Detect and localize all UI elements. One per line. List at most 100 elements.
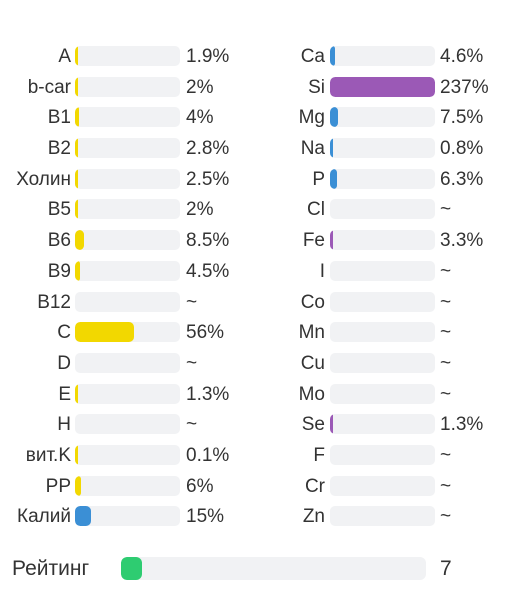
nutrient-bar-fill — [75, 230, 84, 251]
nutrient-value: ~ — [186, 352, 198, 374]
nutrient-bar-track — [75, 260, 180, 281]
nutrient-bar-track — [75, 76, 180, 97]
nutrient-label: Холин — [16, 168, 71, 190]
nutrient-bar-track — [330, 138, 435, 159]
nutrient-label: A — [58, 46, 71, 67]
nutrient-bar-track — [330, 107, 435, 128]
nutrient-bar-fill — [330, 138, 333, 159]
nutrient-bar-track — [75, 199, 180, 220]
nutrient-bar-fill — [75, 260, 80, 281]
nutrient-label: D — [57, 352, 71, 374]
nutrient-bar-track — [75, 291, 180, 312]
nutrient-bar-fill — [330, 168, 337, 189]
nutrient-bar-track — [330, 199, 435, 220]
nutrient-label: B5 — [47, 199, 71, 221]
nutrient-label: Калий — [17, 506, 71, 528]
nutrient-label: H — [57, 414, 71, 436]
nutrient-value: 0.8% — [440, 138, 484, 160]
nutrient-label: P — [312, 168, 325, 190]
rating-row: Рейтинг 7 — [0, 552, 515, 586]
nutrient-label: Co — [300, 291, 325, 313]
nutrient-value: ~ — [440, 352, 452, 374]
nutrient-value: 2% — [186, 199, 214, 221]
nutrient-value: 4% — [186, 107, 214, 129]
nutrient-label: F — [313, 444, 325, 466]
nutrient-bar-track — [75, 107, 180, 128]
nutrient-bar-fill — [75, 107, 80, 128]
nutrient-value: 1.3% — [440, 414, 484, 436]
nutrient-bar-track — [75, 352, 180, 373]
nutrient-bar-track — [75, 138, 180, 159]
nutrient-label: E — [58, 383, 71, 405]
nutrient-label: B1 — [47, 107, 71, 129]
nutrient-value: ~ — [440, 475, 452, 497]
nutrient-label: B2 — [47, 138, 71, 160]
nutrient-bar-track — [330, 383, 435, 404]
nutrient-value: ~ — [440, 291, 452, 313]
nutrient-label: Na — [300, 138, 325, 160]
nutrient-value: 4.5% — [186, 260, 230, 282]
rating-value: 7 — [440, 557, 452, 580]
nutrient-bar-track — [330, 414, 435, 435]
nutrient-label: Mg — [298, 107, 325, 129]
nutrient-label: Cl — [307, 199, 325, 221]
rating-label: Рейтинг — [12, 557, 90, 580]
nutrient-value: 3.3% — [440, 230, 484, 252]
nutrient-label: b-car — [27, 76, 71, 98]
nutrient-bar-fill — [75, 199, 78, 220]
nutrient-bar-track — [330, 475, 435, 496]
nutrient-bar-track — [330, 322, 435, 343]
nutrient-bar-fill — [75, 322, 134, 343]
nutrient-value: ~ — [440, 444, 452, 466]
nutrient-bar-fill — [75, 383, 78, 404]
nutrient-value: 56% — [186, 322, 225, 344]
nutrient-value: 0.1% — [186, 444, 230, 466]
nutrient-bar-track — [330, 352, 435, 373]
nutrient-value: ~ — [186, 291, 198, 313]
nutrient-value: 2% — [186, 76, 214, 98]
nutrient-bar-track — [75, 444, 180, 465]
nutrient-bar-track — [330, 506, 435, 527]
nutrient-label: C — [57, 322, 71, 344]
nutrient-value: 6.3% — [440, 168, 484, 190]
nutrient-value: ~ — [186, 414, 198, 436]
nutrient-label: Mn — [298, 322, 325, 344]
nutrient-value: 6% — [186, 475, 214, 497]
nutrient-label: B12 — [37, 291, 71, 313]
nutrient-label: Cr — [304, 475, 325, 497]
nutrient-bar-fill — [75, 444, 78, 465]
nutrient-bar-track — [75, 168, 180, 189]
nutrient-label: Fe — [302, 230, 325, 252]
nutrient-bar-track — [330, 168, 435, 189]
nutrient-value: 7.5% — [440, 107, 484, 129]
nutrient-value: ~ — [440, 506, 452, 528]
nutrient-bar-fill — [330, 414, 333, 435]
rating-bar-fill — [121, 557, 143, 580]
nutrient-label: B6 — [47, 230, 71, 252]
nutrient-bar-fill — [330, 107, 338, 128]
nutrient-label: Ca — [300, 46, 325, 67]
nutrient-bar-track — [75, 475, 180, 496]
nutrient-label: Cu — [300, 352, 325, 374]
nutrient-bar-fill — [75, 76, 78, 97]
nutrient-label: Zn — [302, 506, 325, 528]
nutrient-value: 15% — [186, 506, 225, 528]
nutrient-label: PP — [45, 475, 71, 497]
nutrient-bar-track — [75, 506, 180, 527]
nutrient-value: ~ — [440, 260, 452, 282]
nutrient-bar-fill — [75, 475, 82, 496]
nutrient-value: 1.3% — [186, 383, 230, 405]
nutrient-bar-fill — [75, 506, 91, 527]
nutrient-bar-track — [75, 414, 180, 435]
nutrient-bar-track — [330, 260, 435, 281]
nutrient-label: вит.K — [25, 444, 71, 466]
nutrient-label: Se — [301, 414, 325, 436]
nutrient-bar-track — [330, 291, 435, 312]
nutrient-value: 1.9% — [186, 46, 230, 67]
nutrient-bar-fill — [330, 46, 335, 66]
nutrient-label: I — [319, 260, 325, 282]
nutrient-bar-track — [75, 322, 180, 343]
nutrient-bar-fill — [75, 168, 78, 189]
nutrient-value: ~ — [440, 199, 452, 221]
nutrient-bar-track — [330, 46, 435, 66]
